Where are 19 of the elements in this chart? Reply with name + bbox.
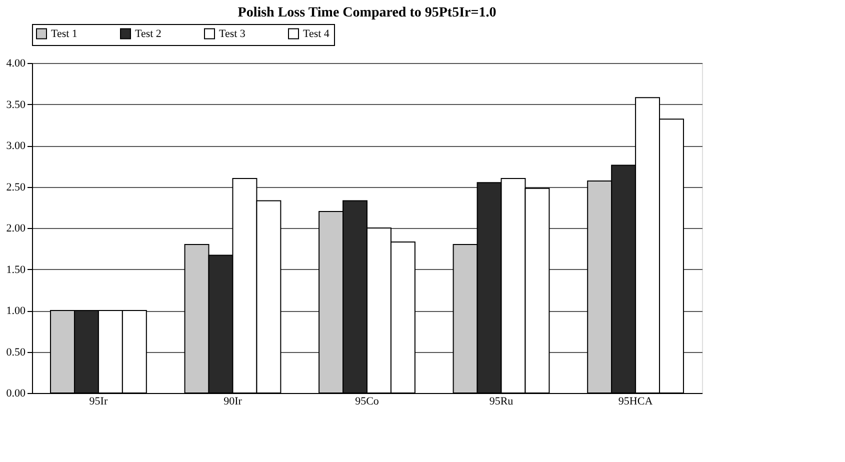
x-tick-label: 95Ir [89, 396, 108, 408]
x-tick-label: 95Ru [489, 396, 514, 408]
y-tick-label: 0.00 [6, 388, 26, 400]
legend-label: Test 4 [303, 28, 330, 40]
legend-label: Test 1 [51, 28, 78, 40]
y-tick-label: 4.00 [6, 58, 26, 70]
x-tick-label: 95Co [355, 396, 380, 408]
y-tick-label: 1.00 [6, 305, 26, 317]
legend-label: Test 3 [219, 28, 246, 40]
y-tick-label: 3.00 [6, 140, 26, 152]
y-tick-label: 0.50 [6, 346, 26, 358]
y-tick-label: 1.50 [6, 264, 26, 276]
x-tick-label: 90Ir [224, 396, 242, 408]
y-tick-label: 3.50 [6, 98, 26, 111]
legend-label: Test 2 [135, 28, 162, 40]
y-tick-label: 2.00 [6, 222, 26, 234]
y-tick-label: 2.50 [6, 181, 26, 194]
x-tick-label: 95HCA [618, 396, 653, 408]
chart-title: Polish Loss Time Compared to 95Pt5Ir=1.0 [238, 6, 496, 20]
